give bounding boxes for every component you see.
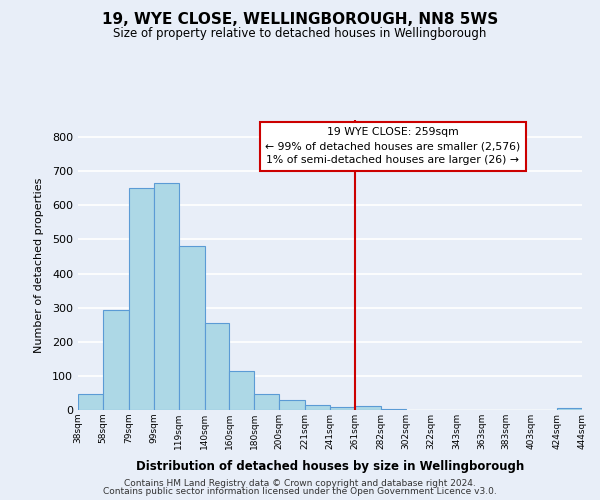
Bar [129,188,154,410]
Bar [179,246,205,410]
Bar [103,310,129,410]
Y-axis label: Number of detached properties: Number of detached properties [34,178,44,352]
Text: 19, WYE CLOSE, WELLINGBOROUGH, NN8 5WS: 19, WYE CLOSE, WELLINGBOROUGH, NN8 5WS [102,12,498,28]
Bar [205,324,229,410]
Bar [305,404,330,410]
X-axis label: Distribution of detached houses by size in Wellingborough: Distribution of detached houses by size … [136,460,524,473]
Text: Size of property relative to detached houses in Wellingborough: Size of property relative to detached ho… [113,28,487,40]
Bar [330,408,355,410]
Bar [154,184,179,410]
Bar [355,406,381,410]
Bar [254,394,279,410]
Text: Contains public sector information licensed under the Open Government Licence v3: Contains public sector information licen… [103,487,497,496]
Bar [229,372,254,410]
Bar [279,400,305,410]
Text: Contains HM Land Registry data © Crown copyright and database right 2024.: Contains HM Land Registry data © Crown c… [124,478,476,488]
Bar [78,394,103,410]
Text: 19 WYE CLOSE: 259sqm
← 99% of detached houses are smaller (2,576)
1% of semi-det: 19 WYE CLOSE: 259sqm ← 99% of detached h… [265,127,521,165]
Bar [557,408,582,410]
